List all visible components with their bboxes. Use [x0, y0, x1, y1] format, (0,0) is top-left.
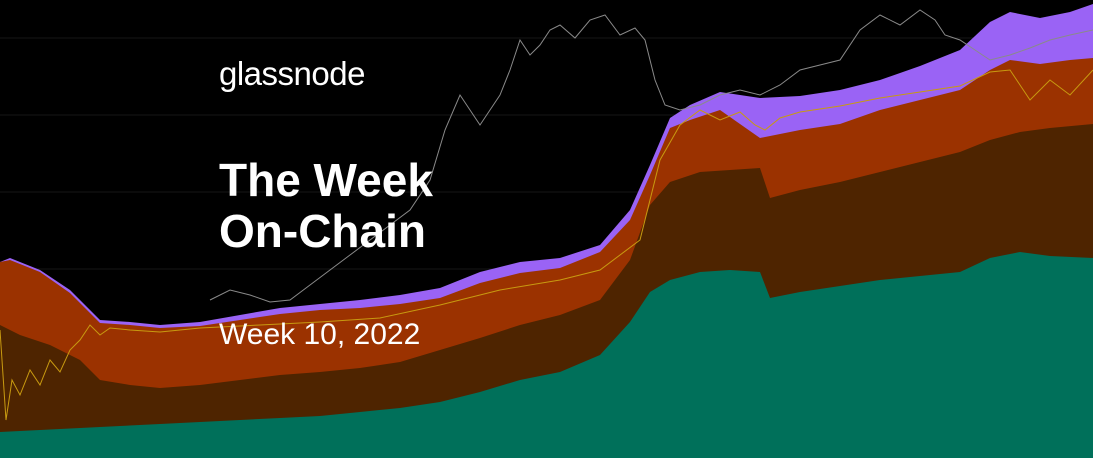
title-line-2: On-Chain: [219, 205, 426, 257]
price-line: [209, 9, 1093, 303]
yellow-line: [0, 69, 1093, 421]
green-band: [0, 252, 1093, 458]
title-line-1: The Week: [219, 154, 433, 206]
issue-date: Week 10, 2022: [219, 318, 421, 351]
page-title: The Week On-Chain: [219, 155, 433, 257]
brand-logo: glassnode: [219, 55, 365, 92]
